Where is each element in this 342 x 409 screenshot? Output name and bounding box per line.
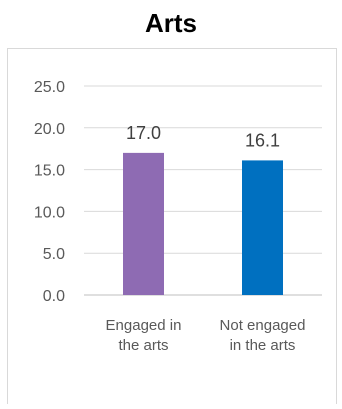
chart-title: Arts (144, 8, 197, 38)
data-label: 16.1 (245, 130, 280, 150)
bar-0 (123, 152, 164, 295)
y-tick-label: 25.0 (34, 79, 65, 96)
chart-frame (7, 48, 337, 404)
category-label: Engaged in (106, 317, 182, 334)
category-label: Not engaged (220, 317, 306, 334)
data-label: 17.0 (126, 123, 161, 143)
y-tick-label: 5.0 (43, 246, 65, 263)
bar-1 (242, 160, 283, 295)
y-tick-label: 0.0 (43, 288, 65, 305)
y-tick-label: 10.0 (34, 204, 65, 221)
category-label: in the arts (230, 337, 296, 354)
category-label: the arts (118, 337, 168, 354)
y-tick-label: 15.0 (34, 163, 65, 180)
y-tick-label: 20.0 (34, 121, 65, 138)
